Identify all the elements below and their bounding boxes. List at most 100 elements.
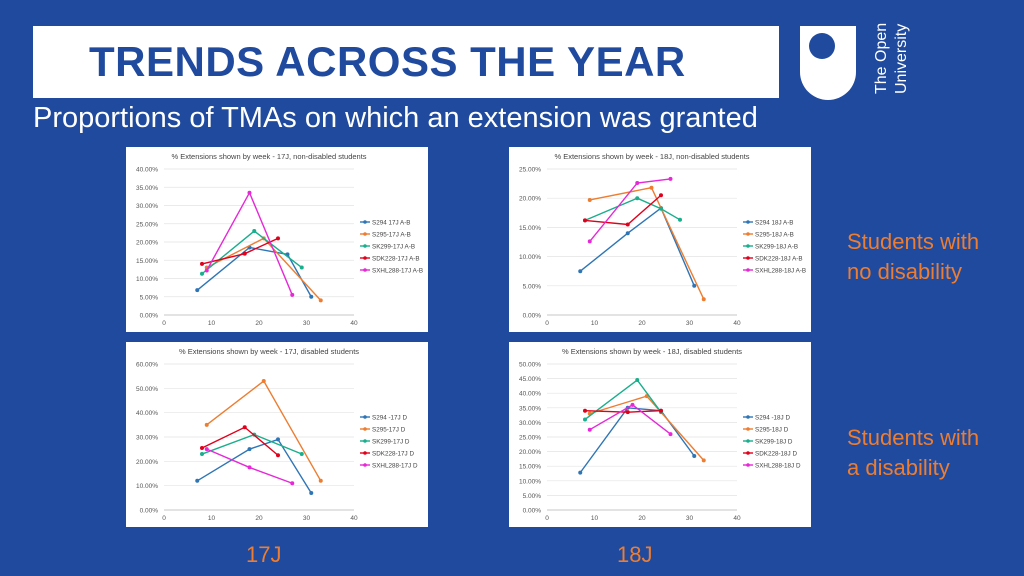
data-point [649,185,654,190]
legend-label: S294 -17J D [372,414,407,421]
x-tick-label: 40 [733,320,741,327]
legend-marker [363,415,367,419]
y-tick-label: 25.00% [136,221,158,228]
data-point [318,298,323,303]
data-point [204,422,209,427]
data-point [668,176,673,181]
y-tick-label: 0.00% [140,313,159,320]
legend-marker [363,427,367,431]
x-tick-label: 40 [350,515,358,522]
legend-marker [363,463,367,467]
open-university-logo: The Open University [800,23,910,100]
series-line [196,246,312,298]
y-tick-label: 15.00% [519,464,541,471]
data-point [242,425,247,430]
legend-label: SXHL288-18J A-B [755,267,806,274]
label-no-disability-line2: no disability [847,259,962,284]
chart-18j-non-disabled: % Extensions shown by week - 18J, non-di… [509,147,811,332]
y-tick-label: 30.00% [136,203,158,210]
data-point [204,447,209,452]
data-point [625,222,630,227]
chart-17j-non-disabled: % Extensions shown by week - 17J, non-di… [126,147,428,332]
data-point [587,239,592,244]
legend-label: SK299-17J A-B [372,243,415,250]
data-point [587,427,592,432]
data-point [200,445,204,450]
legend-label: S295-17J D [372,426,406,433]
series-line [206,191,293,296]
x-tick-label: 10 [208,515,216,522]
chart-title: % Extensions shown by week - 18J, disabl… [562,347,742,356]
x-tick-label: 0 [545,515,549,522]
y-tick-label: 25.00% [519,167,541,174]
legend-marker [746,232,750,236]
legend-marker [746,439,750,443]
legend-marker [746,244,750,248]
series-line [201,433,303,455]
y-tick-label: 0.00% [523,313,542,320]
data-point [247,447,252,452]
data-point [252,229,257,234]
series-line [584,197,681,222]
x-tick-label: 30 [303,320,311,327]
data-point [200,452,204,457]
legend-label: SDK228-18J D [755,450,797,457]
page-title: TRENDS ACROSS THE YEAR [89,38,686,85]
x-tick-label: 10 [591,320,599,327]
legend-marker [746,427,750,431]
y-tick-label: 40.00% [136,410,158,417]
logo-text-line1: The Open [873,23,890,94]
y-tick-label: 10.00% [136,276,158,283]
y-tick-label: 0.00% [140,508,159,515]
data-point [242,251,247,256]
data-point [195,288,200,293]
data-point [635,378,640,383]
legend-marker [363,220,367,224]
data-point [659,193,663,198]
series-line [579,407,695,474]
y-tick-label: 15.00% [136,258,158,265]
legend-marker [746,220,750,224]
legend-label: SXHL288-17J A-B [372,267,423,274]
y-tick-label: 0.00% [523,508,542,515]
y-tick-label: 50.00% [519,362,541,369]
data-point [276,236,280,241]
legend-marker [746,451,750,455]
data-point [659,206,663,211]
label-18j: 18J [617,542,653,567]
data-point [247,465,252,470]
y-tick-label: 45.00% [519,376,541,383]
data-point [318,478,323,483]
legend-marker [746,463,750,467]
data-point [200,271,204,276]
series-line [201,426,279,456]
data-point [625,231,630,236]
data-point [635,181,640,186]
legend-marker [746,415,750,419]
legend-label: S295-17J A-B [372,231,411,238]
y-tick-label: 30.00% [136,435,158,442]
legend-label: SDK228-17J A-B [372,255,420,262]
y-tick-label: 40.00% [136,167,158,174]
y-tick-label: 60.00% [136,362,158,369]
label-no-disability-line1: Students with [847,229,980,254]
chart-title: % Extensions shown by week - 17J, non-di… [171,152,366,161]
legend-marker [363,244,367,248]
y-tick-label: 25.00% [519,435,541,442]
label-with-disability-line1: Students with [847,425,980,450]
x-tick-label: 20 [638,515,646,522]
data-point [290,292,295,297]
x-tick-label: 0 [162,320,166,327]
data-point [290,481,295,486]
series-line [206,237,322,301]
x-tick-label: 0 [162,515,166,522]
x-tick-label: 0 [545,320,549,327]
chart-title: % Extensions shown by week - 18J, non-di… [554,152,749,161]
legend-marker [363,232,367,236]
data-point [200,261,204,266]
data-point [668,432,673,437]
data-point [583,218,587,223]
y-tick-label: 50.00% [136,386,158,393]
legend-marker [363,451,367,455]
y-tick-label: 5.00% [523,283,542,290]
